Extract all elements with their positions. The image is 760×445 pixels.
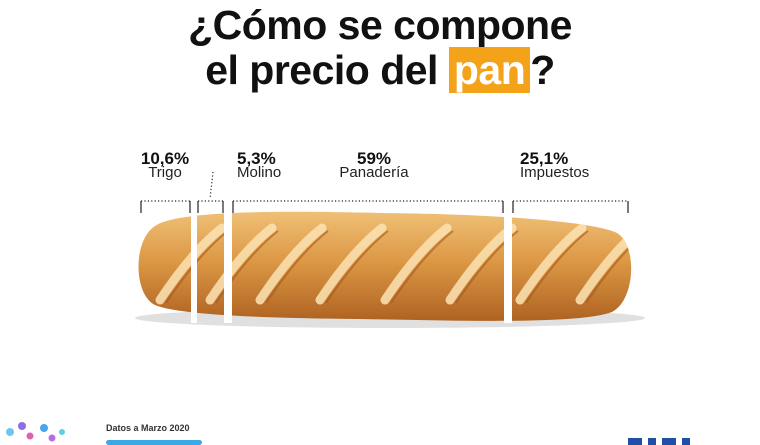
logo-icon [6,422,65,442]
segment-bracket [512,200,629,213]
footer-accent-bar [106,440,202,445]
segment-value-label: 59% [356,149,392,168]
segment-category-label: Panadería [339,164,409,181]
bread-score-shadow [265,230,329,304]
segment-bracket [197,200,224,213]
bread-score-shadow [525,230,589,304]
title-highlight: pan [448,47,531,93]
bread-score-shadow [585,230,632,304]
title-prefix: el precio del [205,47,449,93]
bread-score-mark [380,223,452,305]
title-suffix: ? [530,47,555,93]
bread-score-mark [205,223,277,305]
segment-bracket [140,200,191,213]
footnote-date: Datos a Marzo 2020 [106,423,190,433]
segment-cut [504,205,512,323]
segment-category-label: Impuestos [520,164,590,181]
bread-score-mark [255,223,327,305]
segment-value-label: 10,6% [140,149,190,168]
segment-value-label: 25,1% [520,149,569,168]
segment-category-label: Molino [237,164,282,181]
segment-bracket [232,200,504,213]
bread-loaf [138,211,632,321]
bread-score-mark [155,223,227,305]
segment-cut [191,205,197,323]
bread-score-shadow [215,230,279,304]
page-title-line-1: ¿Cómo se compone [188,2,572,48]
bread-score-mark [575,223,632,305]
bread-score-mark [315,223,387,305]
segment-category-label: Trigo [148,164,182,181]
brand-logo [628,438,690,445]
molino-leader-line [209,171,214,200]
bread-score-mark [515,223,587,305]
bread-score-shadow [390,230,454,304]
segment-cut [224,205,232,323]
bread-score-shadow [325,230,389,304]
page-title-line-2: el precio del pan? [0,47,760,93]
segment-value-label: 5,3% [237,149,276,168]
